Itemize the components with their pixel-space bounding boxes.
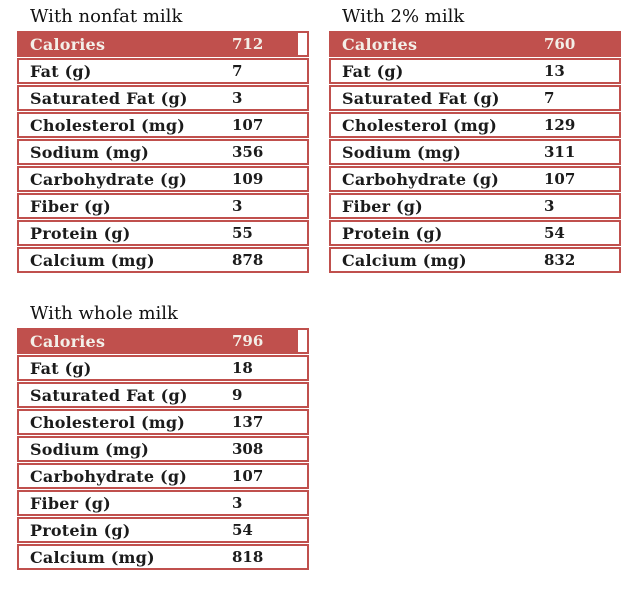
nutrient-value: 818 (232, 548, 264, 566)
nutrition-row: Saturated Fat (g) 7 (329, 85, 621, 111)
nutrition-row: Carbohydrate (g) 109 (17, 166, 309, 192)
nutrient-label: Sodium (mg) (342, 142, 462, 162)
nutrition-row: Protein (g) 54 (329, 220, 621, 246)
nutrient-label: Cholesterol (mg) (342, 115, 498, 135)
nutrient-value: 109 (232, 170, 264, 188)
nutrient-label: Fiber (g) (30, 493, 111, 513)
nutrition-row: Fat (g) 7 (17, 58, 309, 84)
table-title: With 2% milk (342, 6, 465, 27)
nutrition-row: Calcium (mg) 832 (329, 247, 621, 273)
nutrient-value: 137 (232, 413, 264, 431)
nutrition-row: Calories 796 (17, 328, 309, 354)
nutrition-row: Saturated Fat (g) 3 (17, 85, 309, 111)
nutrition-row: Carbohydrate (g) 107 (17, 463, 309, 489)
nutrition-row: Cholesterol (mg) 129 (329, 112, 621, 138)
nutrient-value: 13 (544, 62, 565, 80)
nutrient-label: Saturated Fat (g) (342, 88, 500, 108)
nutrient-label: Calcium (mg) (30, 547, 155, 567)
nutrient-value: 107 (232, 467, 264, 485)
nutrient-value: 311 (544, 143, 576, 161)
nutrition-row: Calcium (mg) 878 (17, 247, 309, 273)
nutrition-row: Fiber (g) 3 (17, 490, 309, 516)
nutrient-value: 7 (544, 89, 555, 107)
nutrient-label: Sodium (mg) (30, 439, 150, 459)
nutrient-value: 760 (544, 35, 576, 53)
whole-milk-table-block: With whole milk Calories 796 Fat (g) 18 … (17, 302, 309, 570)
nutrition-row: Carbohydrate (g) 107 (329, 166, 621, 192)
nutrition-row: Calories 712 (17, 31, 309, 57)
nutrition-row: Cholesterol (mg) 137 (17, 409, 309, 435)
nutrient-value: 308 (232, 440, 264, 458)
nutrition-row: Sodium (mg) 311 (329, 139, 621, 165)
nutrition-row: Fat (g) 13 (329, 58, 621, 84)
nutrient-value: 356 (232, 143, 264, 161)
nutrition-row: Saturated Fat (g) 9 (17, 382, 309, 408)
nutrient-value: 107 (544, 170, 576, 188)
nutrition-row: Sodium (mg) 356 (17, 139, 309, 165)
nutrient-label: Fiber (g) (342, 196, 423, 216)
nutrient-value: 55 (232, 224, 253, 242)
nutrient-label: Calories (342, 34, 418, 54)
nutrient-label: Cholesterol (mg) (30, 115, 186, 135)
nutrient-value: 54 (544, 224, 565, 242)
nutrient-label: Calcium (mg) (342, 250, 467, 270)
nutrient-label: Calcium (mg) (30, 250, 155, 270)
nutrient-value: 9 (232, 386, 243, 404)
table-title: With nonfat milk (30, 6, 183, 27)
nutrient-label: Saturated Fat (g) (30, 385, 188, 405)
nutrient-label: Calories (30, 34, 106, 54)
nutrient-value: 3 (232, 89, 243, 107)
nutrition-row: Protein (g) 54 (17, 517, 309, 543)
nutrient-label: Protein (g) (30, 223, 131, 243)
nutrient-label: Protein (g) (30, 520, 131, 540)
nutrition-row: Protein (g) 55 (17, 220, 309, 246)
nutrition-row: Fiber (g) 3 (329, 193, 621, 219)
nutrient-value: 796 (232, 332, 264, 350)
nutrient-label: Carbohydrate (g) (342, 169, 499, 189)
nutrition-row: Fiber (g) 3 (17, 193, 309, 219)
nutrient-label: Fat (g) (342, 61, 404, 81)
nutrient-value: 7 (232, 62, 243, 80)
table-title: With whole milk (30, 303, 178, 324)
nonfat-milk-table-block: With nonfat milk Calories 712 Fat (g) 7 … (17, 5, 309, 273)
nutrient-label: Fat (g) (30, 61, 92, 81)
nutrient-value: 3 (544, 197, 555, 215)
nutrient-value: 712 (232, 35, 264, 53)
nutrient-value: 129 (544, 116, 576, 134)
nutrient-label: Carbohydrate (g) (30, 466, 187, 486)
nutrient-value: 107 (232, 116, 264, 134)
nutrition-row: Fat (g) 18 (17, 355, 309, 381)
nutrient-value: 878 (232, 251, 264, 269)
nutrient-label: Carbohydrate (g) (30, 169, 187, 189)
nutrition-table-2-percent: Calories 760 Fat (g) 13 Saturated Fat (g… (329, 31, 621, 273)
nutrition-row: Calcium (mg) 818 (17, 544, 309, 570)
nutrient-label: Saturated Fat (g) (30, 88, 188, 108)
nutrition-row: Calories 760 (329, 31, 621, 57)
nutrient-label: Calories (30, 331, 106, 351)
nutrition-table-nonfat: Calories 712 Fat (g) 7 Saturated Fat (g)… (17, 31, 309, 273)
nutrition-row: Cholesterol (mg) 107 (17, 112, 309, 138)
nutrient-value: 18 (232, 359, 253, 377)
nutrient-value: 3 (232, 494, 243, 512)
nutrient-label: Protein (g) (342, 223, 443, 243)
nutrient-value: 3 (232, 197, 243, 215)
nutrient-label: Fiber (g) (30, 196, 111, 216)
nutrient-value: 832 (544, 251, 576, 269)
two-percent-milk-table-block: With 2% milk Calories 760 Fat (g) 13 Sat… (329, 5, 621, 273)
nutrition-table-whole: Calories 796 Fat (g) 18 Saturated Fat (g… (17, 328, 309, 570)
nutrient-label: Fat (g) (30, 358, 92, 378)
nutrient-label: Cholesterol (mg) (30, 412, 186, 432)
nutrition-row: Sodium (mg) 308 (17, 436, 309, 462)
nutrient-label: Sodium (mg) (30, 142, 150, 162)
nutrient-value: 54 (232, 521, 253, 539)
